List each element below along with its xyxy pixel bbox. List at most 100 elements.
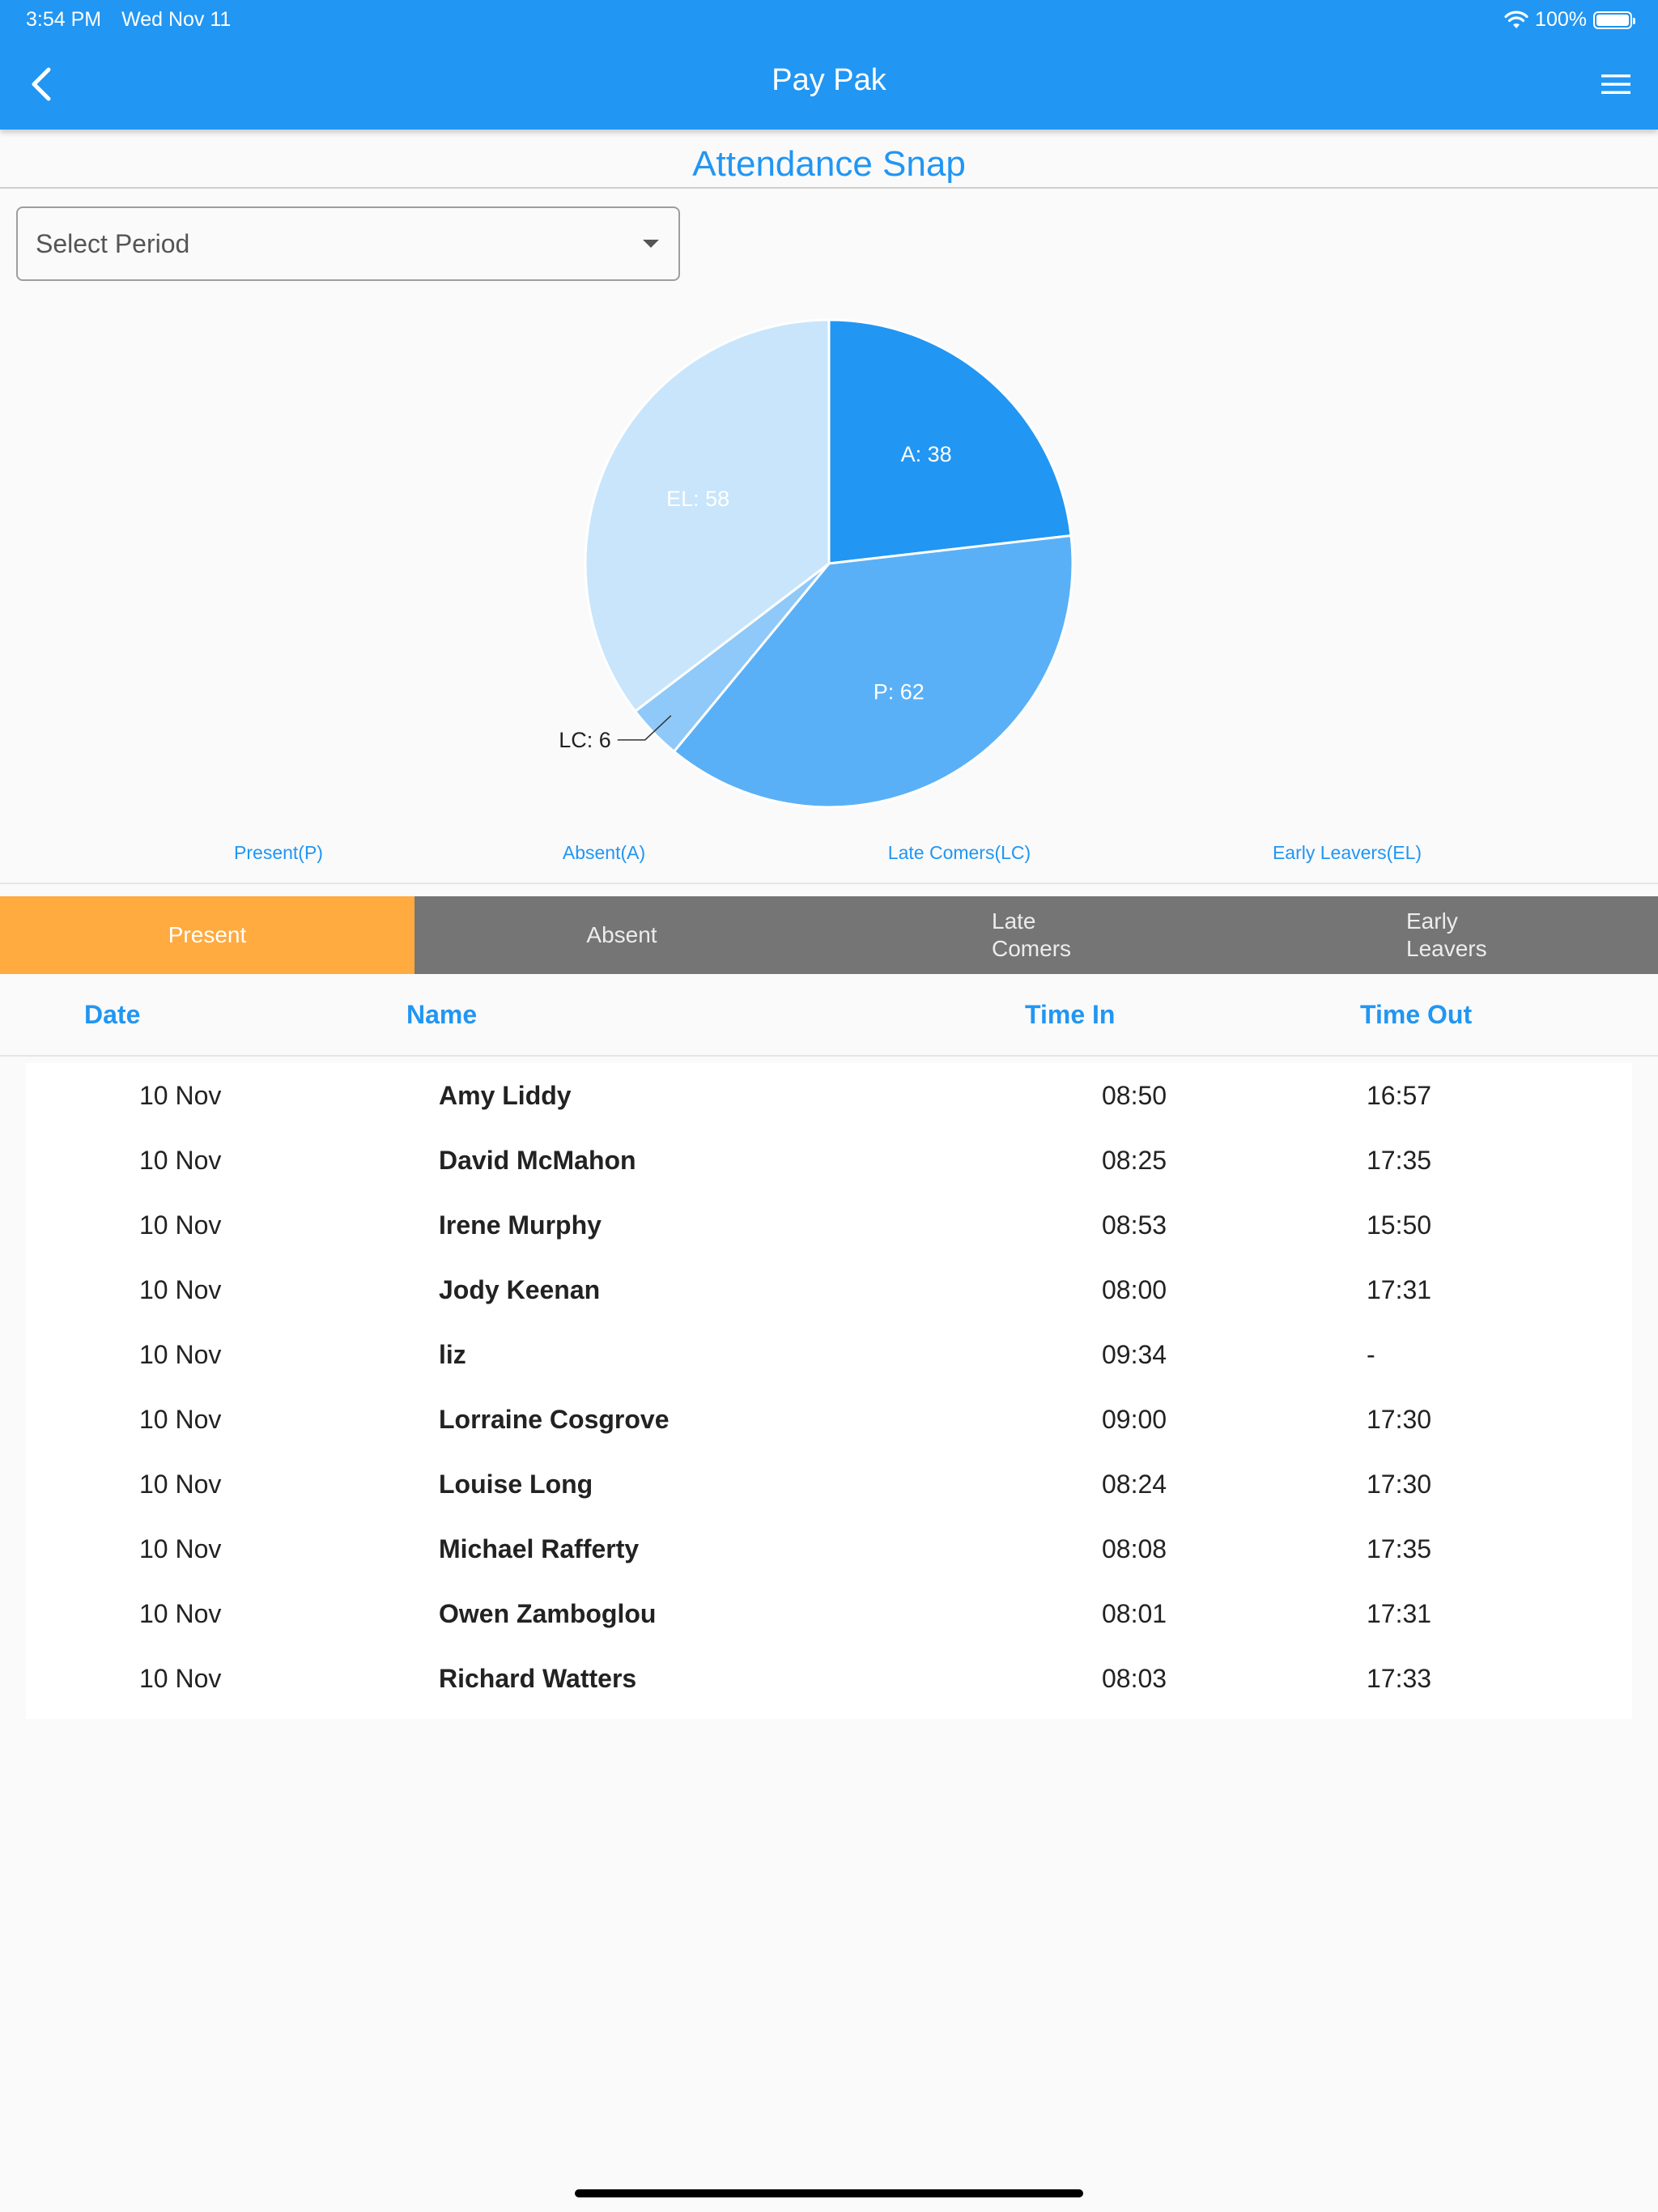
attendance-pie-chart: A: 38 P: 62 LC: 6 EL: 58: [559, 318, 1074, 809]
column-header-time-out: Time Out: [1360, 1000, 1473, 1029]
tab-absent[interactable]: Absent: [414, 896, 829, 974]
cell-name: Michael Rafferty: [439, 1534, 640, 1563]
cell-time-out: 17:33: [1367, 1664, 1432, 1693]
pie-slice[interactable]: [827, 318, 1073, 565]
period-select[interactable]: Select Period: [16, 206, 680, 281]
attendance-tabs: Present Absent Late Comers Early Leavers: [0, 896, 1658, 974]
cell-name: Irene Murphy: [439, 1210, 602, 1240]
wifi-icon: [1504, 11, 1528, 28]
pie-label-leader-line: [617, 715, 672, 741]
title-divider: [0, 187, 1658, 189]
cell-time-out: 17:30: [1367, 1405, 1432, 1434]
cell-date: 10 Nov: [139, 1405, 222, 1434]
pie-slice-label: EL: 58: [666, 487, 729, 511]
back-button[interactable]: [16, 58, 68, 110]
legend-early-leavers[interactable]: Early Leavers(EL): [1272, 842, 1422, 863]
app-title: Pay Pak: [772, 63, 886, 97]
table-row[interactable]: 10 Nov Amy Liddy 08:50 16:57: [26, 1063, 1632, 1128]
attendance-table: 10 Nov Amy Liddy 08:50 16:57 10 Nov David McM…: [26, 1063, 1632, 1719]
cell-time-in: 08:00: [1102, 1275, 1167, 1304]
cell-time-out: 15:50: [1367, 1210, 1432, 1240]
legend-absent[interactable]: Absent(A): [562, 842, 646, 863]
cell-time-in: 08:01: [1102, 1599, 1167, 1628]
table-row[interactable]: 10 Nov Michael Rafferty 08:08 17:35: [26, 1516, 1632, 1581]
cell-time-in: 09:00: [1102, 1405, 1167, 1434]
cell-time-out: -: [1367, 1340, 1375, 1369]
column-header-name: Name: [406, 1000, 478, 1029]
cell-time-out: 17:31: [1367, 1275, 1432, 1304]
menu-button[interactable]: [1590, 58, 1642, 110]
table-header: Date Name Time In Time Out: [0, 976, 1658, 1057]
pie-slice-label: P: 62: [874, 680, 925, 704]
cell-time-in: 08:03: [1102, 1664, 1167, 1693]
cell-date: 10 Nov: [139, 1340, 222, 1369]
status-bar-right: 100%: [1504, 8, 1635, 32]
caret-down-icon: [643, 240, 659, 248]
cell-date: 10 Nov: [139, 1664, 222, 1693]
cell-time-in: 08:08: [1102, 1534, 1167, 1563]
cell-time-in: 08:24: [1102, 1470, 1167, 1499]
tab-present[interactable]: Present: [0, 896, 414, 974]
cell-date: 10 Nov: [139, 1146, 222, 1175]
period-select-placeholder: Select Period: [36, 228, 190, 258]
legend-divider: [0, 883, 1658, 884]
table-row[interactable]: 10 Nov Richard Watters 08:03 17:33: [26, 1646, 1632, 1711]
pie-slice-label: A: 38: [901, 442, 952, 466]
chart-legend: Present(P) Absent(A) Late Comers(LC) Ear…: [0, 842, 1658, 874]
status-date: Wed Nov 11: [121, 8, 232, 31]
cell-name: Richard Watters: [439, 1664, 637, 1693]
cell-time-in: 08:50: [1102, 1081, 1167, 1110]
table-row[interactable]: 10 Nov Louise Long 08:24 17:30: [26, 1452, 1632, 1516]
cell-date: 10 Nov: [139, 1599, 222, 1628]
tab-late-comers-label: Late Comers: [992, 908, 1072, 961]
cell-name: David McMahon: [439, 1146, 636, 1175]
legend-present[interactable]: Present(P): [234, 842, 323, 863]
cell-time-in: 08:25: [1102, 1146, 1167, 1175]
table-row[interactable]: 10 Nov Owen Zamboglou 08:01 17:31: [26, 1581, 1632, 1646]
cell-date: 10 Nov: [139, 1470, 222, 1499]
table-row[interactable]: 10 Nov Lorraine Cosgrove 09:00 17:30: [26, 1387, 1632, 1452]
cell-name: liz: [439, 1340, 466, 1369]
cell-name: Amy Liddy: [439, 1081, 572, 1110]
battery-icon: [1593, 11, 1635, 29]
tab-early-leavers[interactable]: Early Leavers: [1244, 896, 1658, 974]
tab-present-label: Present: [168, 922, 247, 947]
cell-time-out: 17:35: [1367, 1146, 1432, 1175]
table-row[interactable]: 10 Nov Jody Keenan 08:00 17:31: [26, 1257, 1632, 1322]
status-time: 3:54 PM: [26, 8, 102, 31]
battery-fill: [1596, 14, 1629, 26]
chevron-left-icon: [32, 67, 51, 101]
cell-time-out: 17:35: [1367, 1534, 1432, 1563]
app-bar: 3:54 PM Wed Nov 11 100% Pay Pak: [0, 0, 1658, 130]
pie-slice[interactable]: [584, 318, 831, 713]
cell-time-in: 09:34: [1102, 1340, 1167, 1369]
column-header-time-in: Time In: [1025, 1000, 1116, 1029]
column-header-date: Date: [84, 1000, 141, 1029]
cell-date: 10 Nov: [139, 1275, 222, 1304]
cell-time-in: 08:53: [1102, 1210, 1167, 1240]
table-row[interactable]: 10 Nov David McMahon 08:25 17:35: [26, 1128, 1632, 1193]
cell-date: 10 Nov: [139, 1534, 222, 1563]
pie-slice-label: LC: 6: [559, 728, 611, 752]
table-row[interactable]: 10 Nov Irene Murphy 08:53 15:50: [26, 1193, 1632, 1257]
legend-late-comers[interactable]: Late Comers(LC): [887, 842, 1031, 863]
battery-percent: 100%: [1535, 8, 1587, 31]
page-title: Attendance Snap: [692, 144, 966, 184]
cell-time-out: 17:31: [1367, 1599, 1432, 1628]
cell-time-out: 17:30: [1367, 1470, 1432, 1499]
cell-name: Owen Zamboglou: [439, 1599, 657, 1628]
cell-time-out: 16:57: [1367, 1081, 1432, 1110]
pie-slice[interactable]: [672, 534, 1074, 809]
home-indicator[interactable]: [575, 2189, 1083, 2197]
table-row[interactable]: 10 Nov liz 09:34 -: [26, 1322, 1632, 1387]
tab-early-leavers-label: Early Leavers: [1406, 908, 1487, 961]
cell-name: Louise Long: [439, 1470, 593, 1499]
cell-name: Jody Keenan: [439, 1275, 601, 1304]
tab-absent-label: Absent: [586, 922, 657, 947]
cell-name: Lorraine Cosgrove: [439, 1405, 670, 1434]
cell-date: 10 Nov: [139, 1210, 222, 1240]
cell-date: 10 Nov: [139, 1081, 222, 1110]
tab-late-comers[interactable]: Late Comers: [829, 896, 1244, 974]
hamburger-menu-icon: [1601, 74, 1630, 94]
status-bar-left: 3:54 PM Wed Nov 11: [26, 8, 231, 32]
